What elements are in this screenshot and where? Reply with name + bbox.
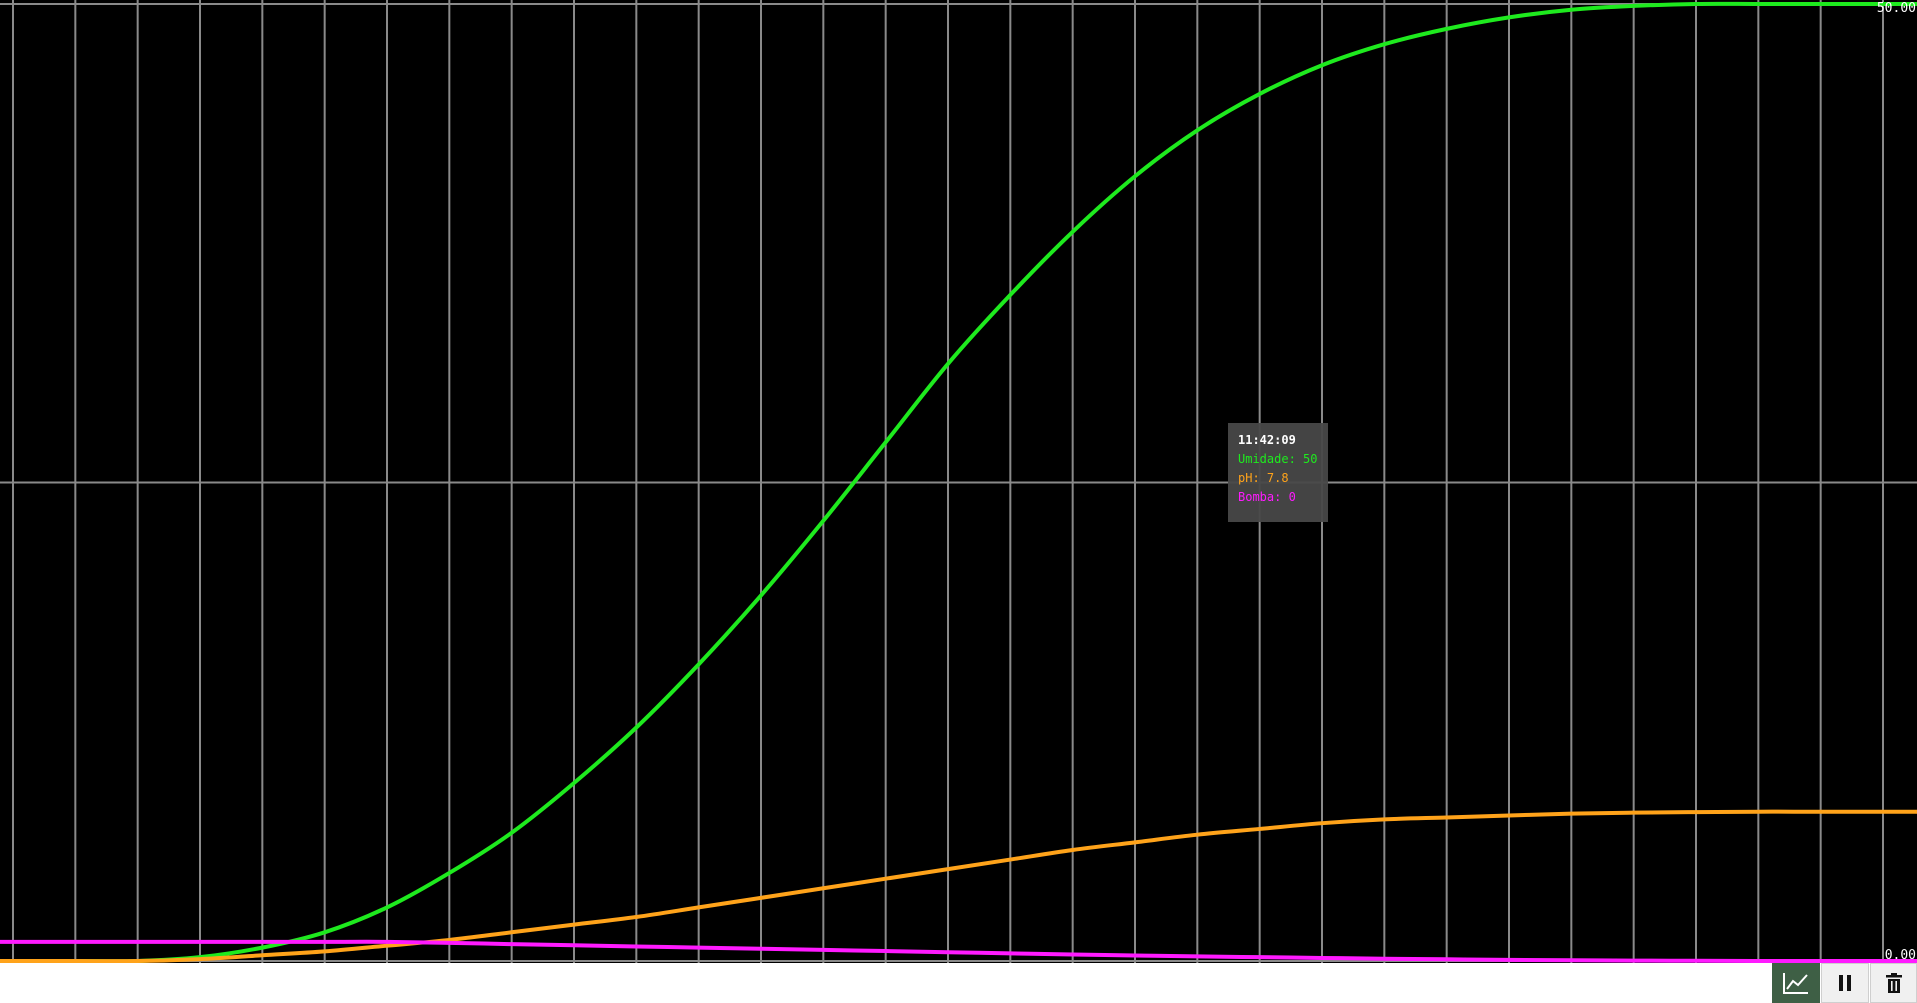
chart-view-button[interactable] [1772, 963, 1820, 1003]
trash-icon [1885, 973, 1902, 993]
data-tooltip: 11:42:09 Umidade: 50 pH: 7.8 Bomba: 0 [1228, 423, 1328, 522]
pause-button[interactable] [1821, 963, 1869, 1003]
clear-button[interactable] [1870, 963, 1917, 1003]
tooltip-time: 11:42:09 [1238, 433, 1296, 447]
series-line-ph [0, 809, 1917, 963]
line-chart[interactable]: 50.00 0.00 [0, 0, 1917, 963]
pause-icon [1839, 975, 1851, 991]
plot-area[interactable]: 50.00 0.00 11:42:09 Umidade: 50 pH: 7.8 B… [0, 0, 1917, 963]
grid-lines [0, 0, 1917, 963]
tooltip-bomba: Bomba: 0 [1238, 490, 1296, 504]
series-line-bomba [0, 939, 1917, 963]
line-chart-icon [1783, 973, 1808, 994]
tooltip-umidade: Umidade: 50 [1238, 452, 1318, 466]
tooltip-ph: pH: 7.8 [1238, 471, 1289, 485]
y-axis-labels: 50.00 0.00 [1877, 1, 1916, 963]
y-tick-label: 50.00 [1877, 1, 1916, 16]
chart-toolbar [0, 963, 1917, 1003]
y-tick-label: 0.00 [1885, 948, 1916, 963]
series-lines [0, 1, 1917, 963]
series-line-umidade [0, 1, 1917, 963]
